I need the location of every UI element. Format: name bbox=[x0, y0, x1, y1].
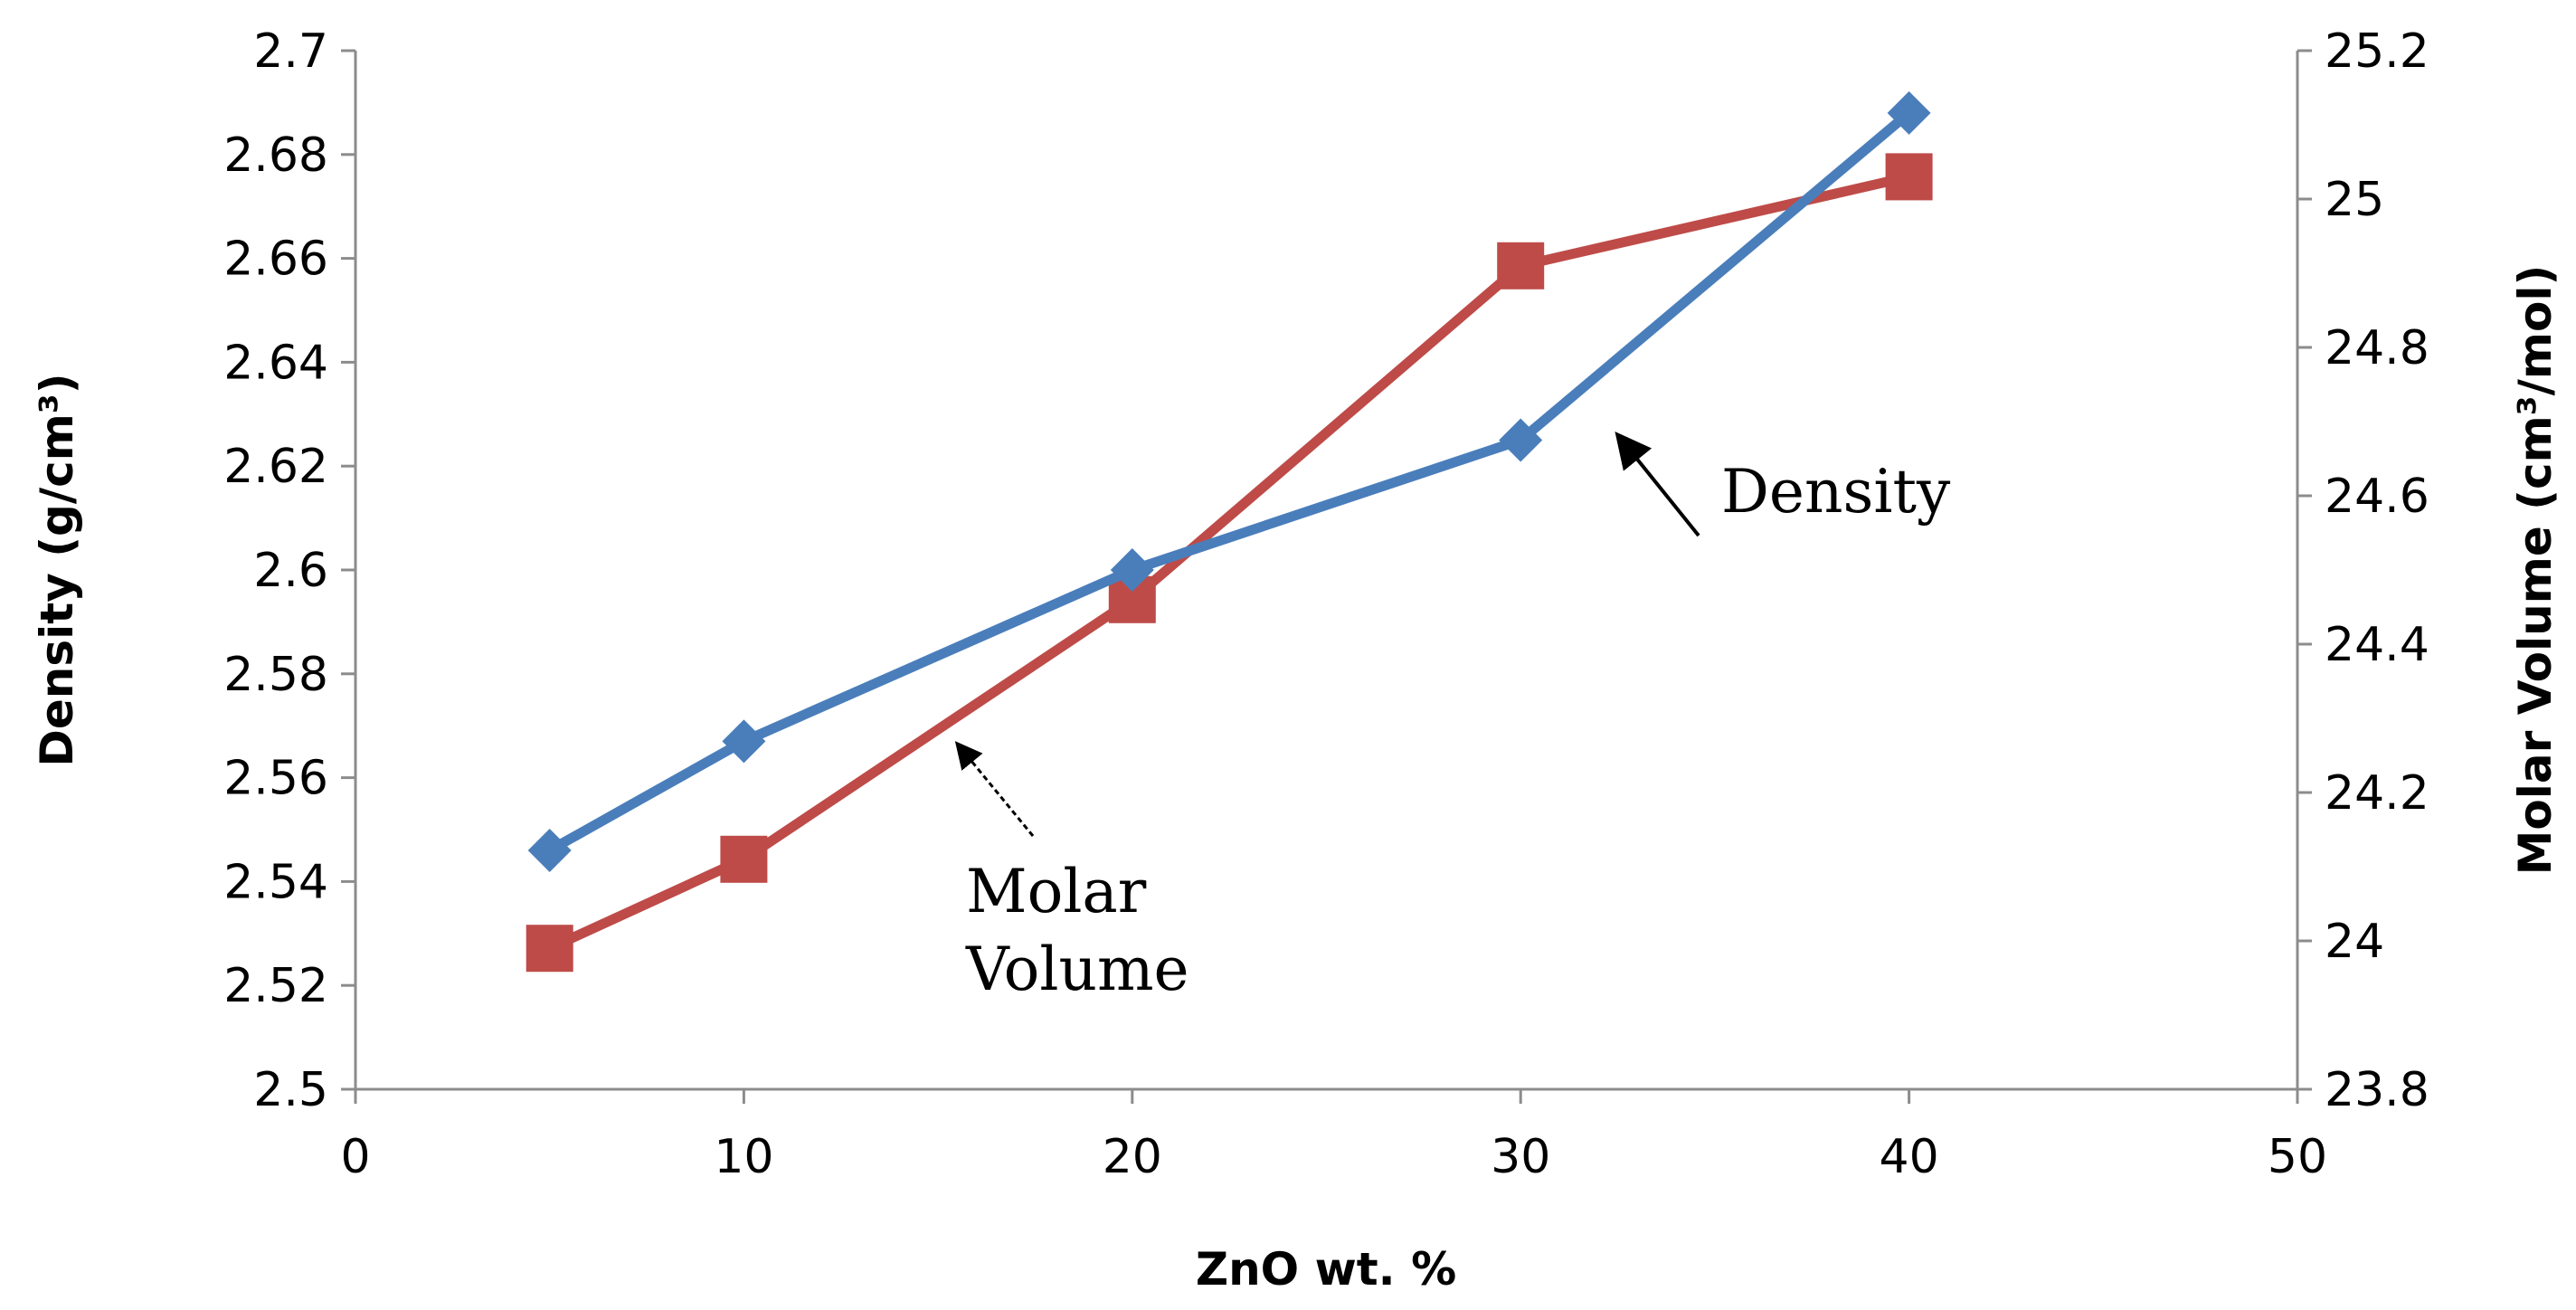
left-y-tick-label: 2.5 bbox=[253, 1063, 328, 1117]
left-y-tick-label: 2.7 bbox=[253, 24, 328, 79]
left-y-tick-label: 2.56 bbox=[223, 752, 328, 806]
left-y-axis-ticks: 2.5 2.52 2.54 2.56 2.58 2.6 2.62 2.64 2.66 2.68 2.… bbox=[223, 24, 355, 1117]
x-axis-title: ZnO wt. % bbox=[1196, 1243, 1456, 1296]
density-series bbox=[527, 90, 1931, 872]
left-y-tick-label: 2.68 bbox=[223, 128, 328, 183]
molar-volume-annotation-arrow bbox=[954, 741, 1035, 837]
molar-volume-annotation-line-1: Molar bbox=[966, 857, 1147, 926]
molar-volume-annotation-line-2: Volume bbox=[965, 935, 1189, 1004]
right-y-tick-label: 24.8 bbox=[2325, 321, 2429, 375]
right-y-tick-label: 24.6 bbox=[2325, 470, 2429, 524]
density-annotation-arrow bbox=[1615, 431, 1700, 537]
right-y-tick-label: 25.2 bbox=[2325, 24, 2429, 79]
right-y-tick-label: 24.4 bbox=[2325, 618, 2429, 672]
right-y-axis-ticks: 23.8 24 24.2 24.4 24.6 24.8 25 25.2 bbox=[2297, 24, 2429, 1117]
right-y-tick-label: 24 bbox=[2325, 915, 2384, 969]
left-y-tick-label: 2.52 bbox=[223, 959, 328, 1013]
molar-volume-series bbox=[526, 153, 1933, 973]
left-y-tick-label: 2.62 bbox=[223, 440, 328, 494]
x-tick-label: 40 bbox=[1880, 1130, 1939, 1184]
molar-volume-point bbox=[1885, 153, 1933, 201]
density-annotation: Density bbox=[1721, 457, 1951, 527]
right-y-tick-label: 23.8 bbox=[2325, 1063, 2429, 1117]
molar-volume-line bbox=[545, 171, 1915, 954]
left-y-tick-label: 2.64 bbox=[223, 336, 328, 390]
right-y-tick-label: 24.2 bbox=[2325, 766, 2429, 821]
left-y-tick-label: 2.6 bbox=[253, 544, 328, 598]
density-point bbox=[722, 719, 766, 764]
x-tick-label: 30 bbox=[1491, 1130, 1550, 1184]
right-y-axis-title: Molar Volume (cm³/mol) bbox=[2509, 265, 2562, 876]
right-y-tick-label: 25 bbox=[2325, 173, 2384, 227]
molar-volume-point bbox=[720, 835, 768, 883]
x-tick-label: 10 bbox=[714, 1130, 773, 1184]
molar-volume-point bbox=[526, 925, 573, 973]
x-tick-label: 0 bbox=[340, 1130, 370, 1184]
density-point bbox=[1110, 548, 1154, 592]
left-y-axis-title: Density (g/cm³) bbox=[31, 373, 83, 766]
density-point bbox=[1887, 90, 1931, 135]
left-y-tick-label: 2.58 bbox=[223, 648, 328, 702]
x-tick-label: 20 bbox=[1103, 1130, 1162, 1184]
x-axis-ticks: 0 10 20 30 40 50 bbox=[340, 1089, 2327, 1184]
left-y-tick-label: 2.66 bbox=[223, 233, 328, 287]
molar-volume-point bbox=[1497, 242, 1545, 290]
left-y-tick-label: 2.54 bbox=[223, 855, 328, 909]
density-point bbox=[527, 828, 572, 872]
x-tick-label: 50 bbox=[2268, 1130, 2327, 1184]
density-point bbox=[1499, 418, 1543, 462]
